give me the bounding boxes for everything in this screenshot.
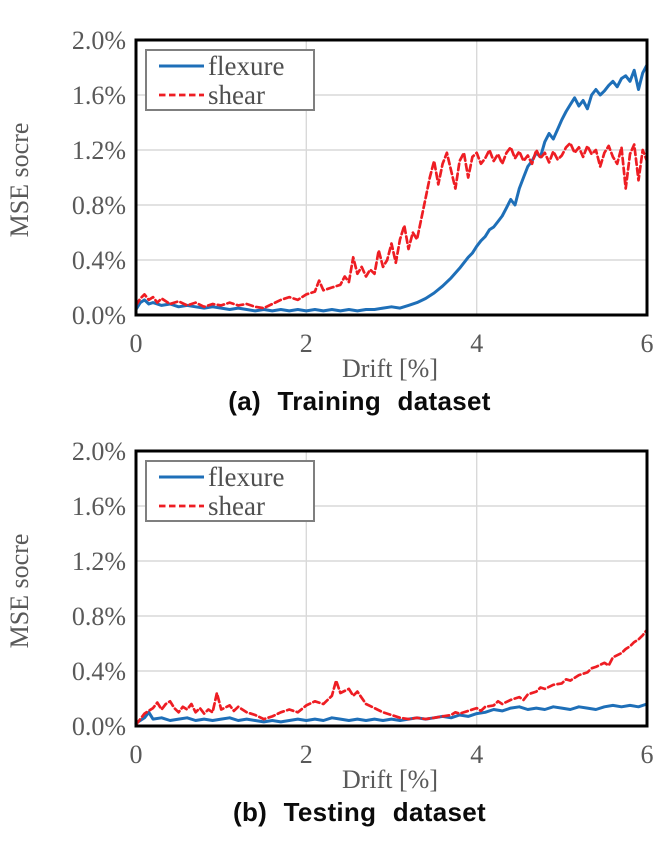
y-tick-label: 0.0%	[72, 712, 126, 741]
y-tick-label: 1.2%	[72, 136, 126, 165]
x-axis-label: Drift [%]	[342, 354, 438, 382]
legend-label-flexure: flexure	[208, 462, 284, 492]
legend-label-flexure: flexure	[208, 51, 284, 81]
y-axis-label: MSE socre	[5, 123, 34, 238]
x-tick-label: 4	[470, 329, 483, 358]
x-tick-label: 6	[641, 740, 654, 769]
x-tick-label: 6	[641, 329, 654, 358]
testing-figure: 0 2 4 6 0.0% 0.4% 0.8% 1.2% 1.6% 2.0% Drift [%] MSE…	[0, 431, 671, 828]
plot-frame	[134, 449, 649, 728]
x-tick-label: 2	[300, 740, 313, 769]
legend-box	[145, 460, 315, 522]
y-tick-label: 0.4%	[72, 246, 126, 275]
x-axis-label: Drift [%]	[342, 765, 438, 793]
legend-label-shear: shear	[208, 491, 265, 521]
y-tick-label: 2.0%	[72, 437, 126, 466]
x-tick-label: 4	[470, 740, 483, 769]
training-figure: 0 2 4 6 0.0% 0.4% 0.8% 1.2% 1.6% 2.0% Drift [%] MSE…	[0, 20, 671, 417]
y-tick-label: 0.4%	[72, 657, 126, 686]
y-tick-label: 1.2%	[72, 547, 126, 576]
training-chart: 0 2 4 6 0.0% 0.4% 0.8% 1.2% 1.6% 2.0% Drift [%] MSE…	[5, 26, 654, 382]
y-tick-label: 1.6%	[72, 492, 126, 521]
y-tick-label: 0.8%	[72, 602, 126, 631]
flexure-line	[134, 702, 649, 725]
y-tick-label: 1.6%	[72, 81, 126, 110]
y-tick-label: 0.0%	[72, 301, 126, 330]
y-axis-label: MSE socre	[5, 534, 34, 649]
x-tick-label: 0	[130, 329, 143, 358]
shear-line	[134, 141, 649, 310]
training-caption: (a) Training dataset	[228, 386, 491, 416]
plot-frame	[134, 38, 649, 317]
x-tick-label: 2	[300, 329, 313, 358]
legend-label-shear: shear	[208, 80, 265, 110]
testing-caption: (b) Testing dataset	[233, 797, 486, 827]
flexure-line	[134, 63, 649, 313]
legend-box	[145, 49, 315, 111]
testing-chart: 0 2 4 6 0.0% 0.4% 0.8% 1.2% 1.6% 2.0% Drift [%] MSE…	[5, 437, 654, 793]
x-tick-label: 0	[130, 740, 143, 769]
y-tick-label: 0.8%	[72, 191, 126, 220]
y-tick-label: 2.0%	[72, 26, 126, 55]
shear-line	[134, 628, 649, 726]
